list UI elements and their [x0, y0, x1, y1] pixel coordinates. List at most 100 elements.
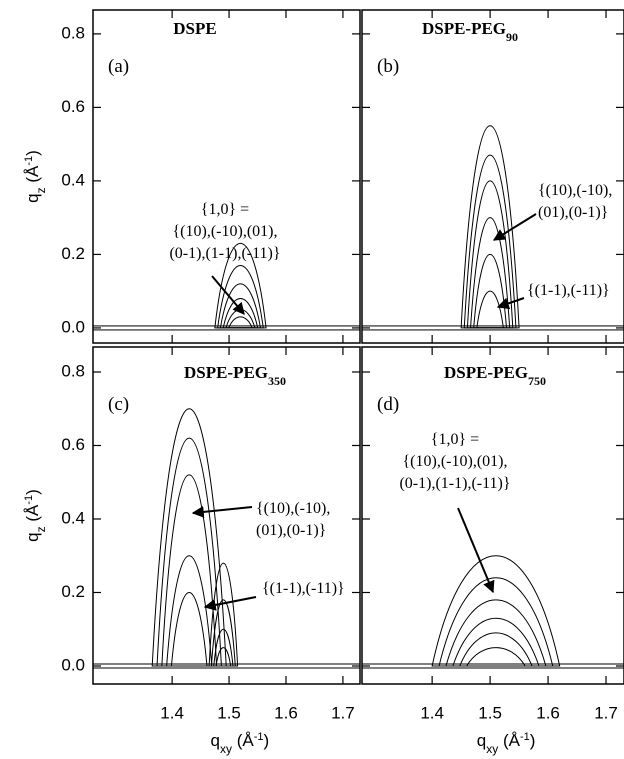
y-axis-label: qz (Å-1) — [23, 150, 48, 203]
y-tick-label: 0.4 — [61, 170, 85, 189]
annotation: {(10),(-10),(01), — [403, 453, 508, 470]
annotation: {(1-1),(-11)} — [527, 282, 610, 299]
label-part: ) — [23, 489, 42, 495]
label-part: q — [23, 193, 42, 202]
label-part: q — [23, 532, 42, 541]
annotation: {1,0} = — [431, 431, 479, 448]
contour-line — [214, 242, 267, 329]
annotation-arrow — [203, 596, 257, 611]
label-part: -1 — [23, 156, 35, 166]
plot-area — [362, 555, 624, 669]
contour-line — [217, 264, 264, 329]
contour-line — [208, 562, 239, 667]
x-axis-label: qxy (Å-1) — [477, 731, 536, 756]
label-part: z — [34, 526, 48, 532]
label-part: q — [477, 731, 486, 750]
annotation: (0-1),(1-1),(-11)} — [169, 245, 280, 262]
annotation: (01),(0-1)} — [538, 204, 608, 221]
plot-area — [93, 408, 360, 669]
title-sub: 750 — [528, 374, 546, 388]
x-tick-label: 1.5 — [217, 703, 241, 722]
y-tick-label: 0.4 — [61, 508, 85, 527]
label-part: ) — [264, 731, 270, 750]
panel-label: (b) — [377, 56, 399, 77]
y-axis-label: qz (Å-1) — [23, 489, 48, 542]
title-sub: 350 — [268, 374, 286, 388]
y-tick-label: 0.8 — [61, 361, 85, 380]
panel-frame — [361, 346, 624, 685]
label-part: -1 — [520, 731, 530, 743]
baseline-band — [362, 663, 624, 669]
title-text: DSPE — [173, 19, 216, 38]
x-tick-label: 1.4 — [160, 703, 184, 722]
panel-label: (d) — [377, 394, 399, 415]
panel-title: DSPE-PEG90 — [422, 19, 518, 44]
panel-title: DSPE-PEG750 — [444, 363, 546, 388]
annotation-arrow — [191, 505, 253, 518]
x-tick-label: 1.6 — [536, 703, 560, 722]
title-text: DSPE-PEG — [422, 19, 506, 38]
contour-line — [215, 647, 232, 667]
annotation: {(1-1),(-11)} — [262, 580, 345, 597]
annotation: (0-1),(1-1),(-11)} — [399, 475, 510, 492]
label-part: xy — [486, 742, 498, 756]
annotation: {(10),(-10), — [256, 500, 330, 517]
baseline-band — [362, 325, 624, 331]
annotation-arrow — [211, 275, 245, 315]
contour-line — [466, 180, 514, 329]
y-tick-label: 0.6 — [61, 97, 85, 116]
label-part: z — [34, 187, 48, 193]
y-tick-label: 0.2 — [61, 244, 85, 263]
label-part: (Å — [498, 731, 520, 750]
panel-frame — [92, 9, 361, 344]
contour-line — [476, 290, 504, 329]
label-part: -1 — [23, 495, 35, 505]
x-axis-label: qxy (Å-1) — [211, 731, 270, 756]
y-tick-label: 0.2 — [61, 582, 85, 601]
y-tick-label: 0.0 — [61, 655, 85, 674]
annotation-arrow — [457, 507, 495, 594]
title-sub: 90 — [506, 30, 518, 44]
contour-line — [151, 408, 227, 667]
annotation: {(10),(-10), — [538, 182, 612, 199]
contour-line — [213, 629, 234, 667]
x-tick-label: 1.4 — [420, 703, 444, 722]
label-part: ) — [23, 150, 42, 156]
contour-line — [156, 437, 222, 667]
contour-line — [219, 283, 262, 329]
label-part: -1 — [254, 731, 264, 743]
plot-area — [362, 125, 624, 331]
label-part: (Å — [232, 731, 254, 750]
panel-frame — [361, 9, 624, 344]
contour-line — [227, 316, 253, 329]
contour-line — [459, 632, 533, 667]
panel-title: DSPE-PEG350 — [184, 363, 286, 388]
label-part: (Å — [23, 165, 42, 187]
annotation: {(10),(-10),(01), — [173, 223, 278, 240]
contour-line — [431, 555, 561, 667]
contour-line — [210, 599, 236, 667]
panel-label: (a) — [108, 56, 129, 77]
x-tick-label: 1.7 — [594, 703, 618, 722]
annotation: {1,0} = — [201, 201, 249, 218]
contour-line — [438, 577, 554, 667]
contour-line — [170, 592, 208, 667]
x-tick-label: 1.7 — [331, 703, 355, 722]
annotation: (01),(0-1)} — [256, 522, 326, 539]
panel-label: (c) — [108, 394, 129, 415]
title-text: DSPE-PEG — [184, 363, 268, 382]
contour-line — [470, 217, 511, 329]
y-tick-label: 0.8 — [61, 23, 85, 42]
x-tick-label: 1.5 — [478, 703, 502, 722]
label-part: xy — [220, 742, 232, 756]
label-part: q — [211, 731, 220, 750]
contour-line — [465, 647, 527, 667]
y-tick-label: 0.0 — [61, 317, 85, 336]
title-text: DSPE-PEG — [444, 363, 528, 382]
panel-frame — [92, 346, 361, 685]
contour-line — [452, 617, 540, 667]
contour-line — [445, 599, 547, 667]
label-part: (Å — [23, 504, 42, 526]
